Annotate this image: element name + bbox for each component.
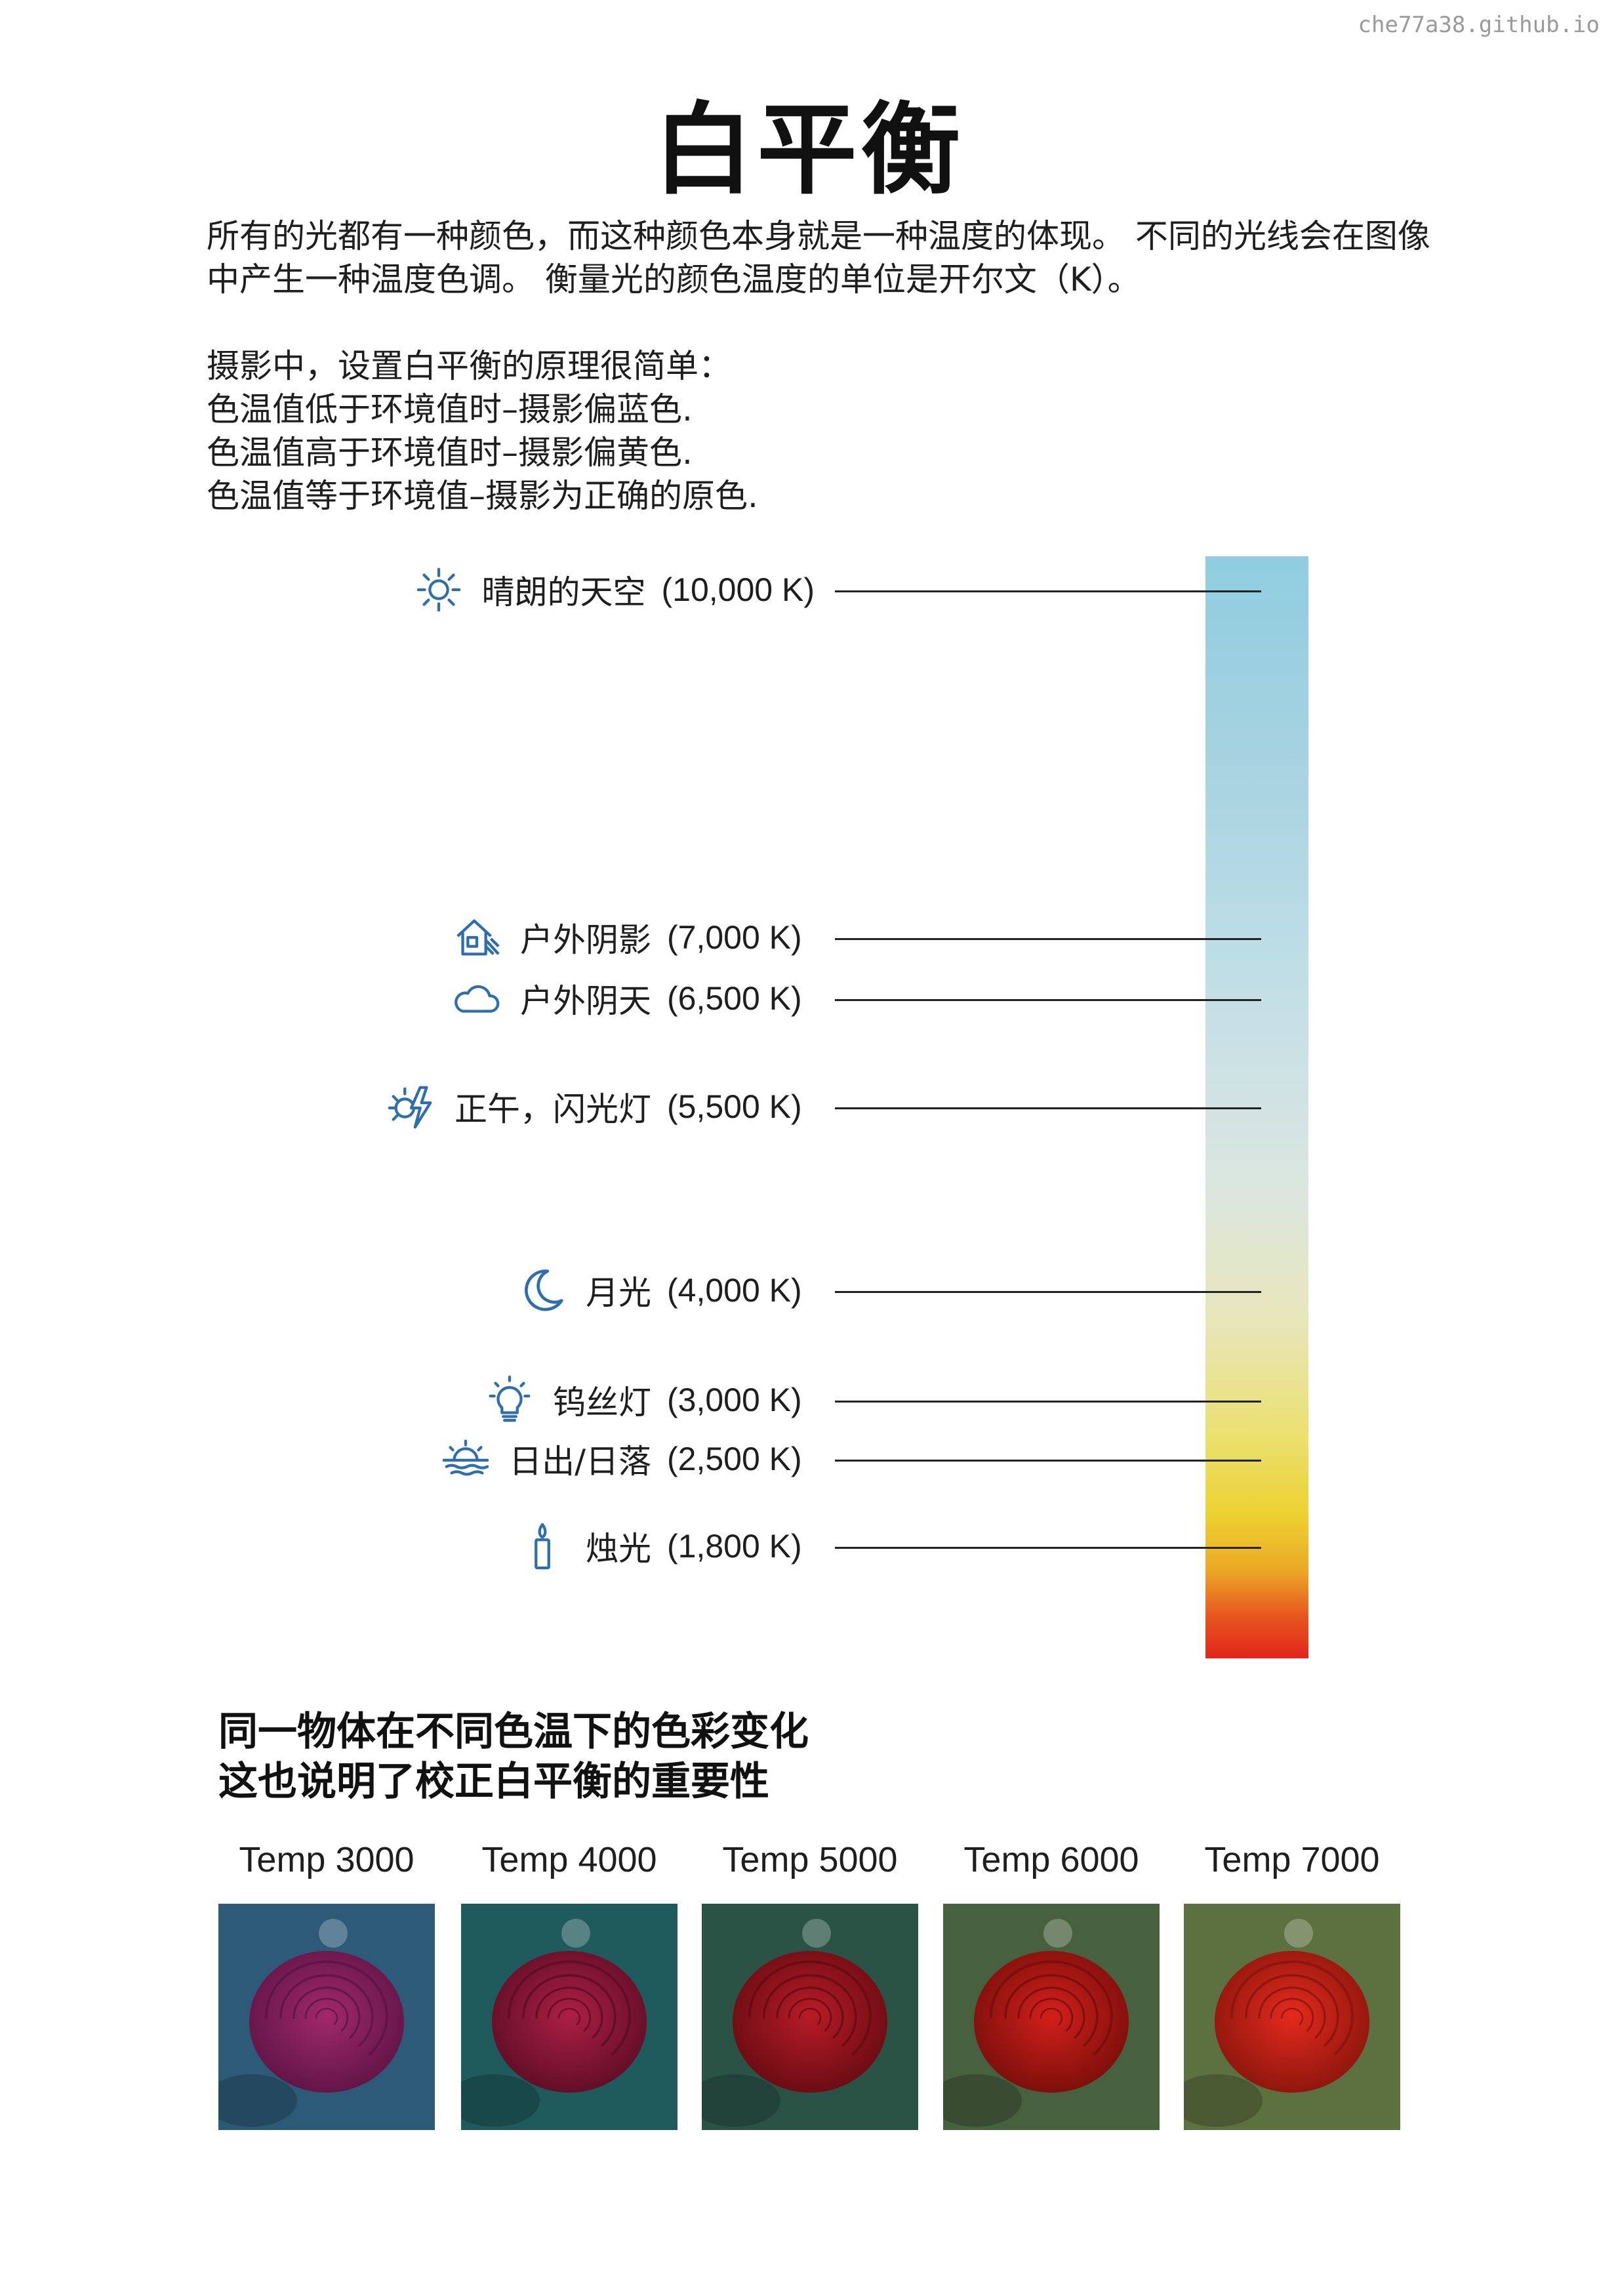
bokeh-highlight (802, 1919, 831, 1948)
scale-kelvin: (4,000 K) (667, 1271, 815, 1309)
flash-icon (384, 1081, 439, 1132)
intro-text: 所有的光都有一种颜色，而这种颜色本身就是一种温度的体现。 不同的光线会在图像中产… (207, 215, 1453, 301)
rose-flower (249, 1951, 404, 2093)
comparison-heading-line-2: 这也说明了校正白平衡的重要性 (218, 1757, 809, 1807)
rose-sample-3000: Temp 3000 (218, 1834, 435, 2130)
leader-line-candlelight (835, 1547, 1261, 1549)
rose-flower (1215, 1951, 1369, 2093)
intro-paragraph-2: 摄影中，设置白平衡的原理很简单： 色温值低于环境值时–摄影偏蓝色. 色温值高于环… (207, 344, 1453, 518)
scale-name: 户外阴影 (520, 914, 651, 961)
leader-line-moonlight (835, 1291, 1261, 1293)
leader-line-tungsten (835, 1401, 1261, 1403)
intro-paragraph-1: 所有的光都有一种颜色，而这种颜色本身就是一种温度的体现。 不同的光线会在图像中产… (207, 215, 1453, 301)
rose-temp-label: Temp 5000 (702, 1834, 918, 1886)
rose-temp-label: Temp 6000 (943, 1834, 1160, 1886)
intro-line-3: 色温值高于环境值时–摄影偏黄色. (207, 431, 1453, 474)
leader-line-sunrise-sunset (835, 1460, 1261, 1462)
scale-name: 日出/日落 (509, 1435, 651, 1483)
rose-flower (733, 1951, 887, 2093)
rose-sample-4000: Temp 4000 (461, 1834, 678, 2130)
rose-flower (492, 1951, 647, 2093)
scale-entry-moonlight: 月光 (4,000 K) (515, 1265, 815, 1316)
intro-line-2: 色温值低于环境值时–摄影偏蓝色. (207, 388, 1453, 431)
leader-line-outdoor-shade (835, 938, 1261, 940)
scale-kelvin: (5,500 K) (667, 1088, 815, 1126)
rose-photo (218, 1904, 435, 2130)
rose-flower (974, 1951, 1129, 2093)
sunset-icon (438, 1433, 493, 1485)
rose-photo (702, 1904, 918, 2130)
scale-kelvin: (6,500 K) (667, 979, 815, 1017)
house-shade-icon (449, 912, 504, 963)
scale-kelvin: (3,000 K) (667, 1381, 815, 1419)
lightbulb-icon (482, 1374, 537, 1425)
bokeh-highlight (561, 1919, 590, 1948)
cloud-icon (449, 973, 504, 1024)
moon-icon (515, 1265, 570, 1316)
scale-kelvin: (10,000 K) (662, 571, 815, 609)
scale-entry-clear-sky: 晴朗的天空 (10,000 K) (411, 564, 815, 615)
scale-name: 烛光 (586, 1523, 651, 1570)
candle-icon (515, 1521, 570, 1572)
leader-line-clear-sky (835, 590, 1261, 592)
bokeh-highlight (1284, 1919, 1313, 1948)
rose-photo (943, 1904, 1160, 2130)
scale-name: 钨丝灯 (553, 1376, 651, 1424)
scale-name: 月光 (586, 1267, 651, 1314)
leader-line-noon-flash (835, 1107, 1261, 1109)
leader-line-overcast (835, 999, 1261, 1001)
rose-sample-7000: Temp 7000 (1184, 1834, 1400, 2130)
bokeh-highlight (1043, 1919, 1072, 1948)
intro-line-1: 摄影中，设置白平衡的原理很简单： (207, 344, 1453, 388)
rose-sample-5000: Temp 5000 (702, 1834, 918, 2130)
rose-temp-label: Temp 3000 (218, 1834, 435, 1886)
sun-icon (411, 564, 466, 615)
scale-entry-sunrise-sunset: 日出/日落 (2,500 K) (438, 1433, 815, 1485)
bokeh-highlight (319, 1919, 348, 1948)
comparison-heading-line-1: 同一物体在不同色温下的色彩变化 (218, 1707, 809, 1757)
scale-kelvin: (2,500 K) (667, 1440, 815, 1478)
rose-temp-label: Temp 7000 (1184, 1834, 1400, 1886)
scale-kelvin: (7,000 K) (667, 918, 815, 956)
rose-photo (461, 1904, 678, 2130)
rose-photo (1184, 1904, 1400, 2130)
rose-sample-6000: Temp 6000 (943, 1834, 1160, 2130)
scale-kelvin: (1,800 K) (667, 1527, 815, 1565)
scale-entry-outdoor-shade: 户外阴影 (7,000 K) (449, 912, 815, 963)
scale-entry-overcast: 户外阴天 (6,500 K) (449, 973, 815, 1024)
scale-entry-candlelight: 烛光 (1,800 K) (515, 1521, 815, 1572)
scale-name: 晴朗的天空 (482, 566, 646, 613)
intro-line-4: 色温值等于环境值–摄影为正确的原色. (207, 474, 1453, 518)
scale-entry-noon-flash: 正午，闪光灯 (5,500 K) (384, 1081, 815, 1132)
scale-entry-tungsten: 钨丝灯 (3,000 K) (482, 1374, 815, 1425)
page-title: 白平衡 (0, 69, 1618, 213)
scale-name: 正午，闪光灯 (455, 1083, 651, 1130)
scale-name: 户外阴天 (520, 975, 651, 1022)
rose-temp-label: Temp 4000 (461, 1834, 678, 1886)
site-watermark: che77a38.github.io (1358, 12, 1600, 38)
comparison-heading: 同一物体在不同色温下的色彩变化 这也说明了校正白平衡的重要性 (218, 1707, 809, 1807)
